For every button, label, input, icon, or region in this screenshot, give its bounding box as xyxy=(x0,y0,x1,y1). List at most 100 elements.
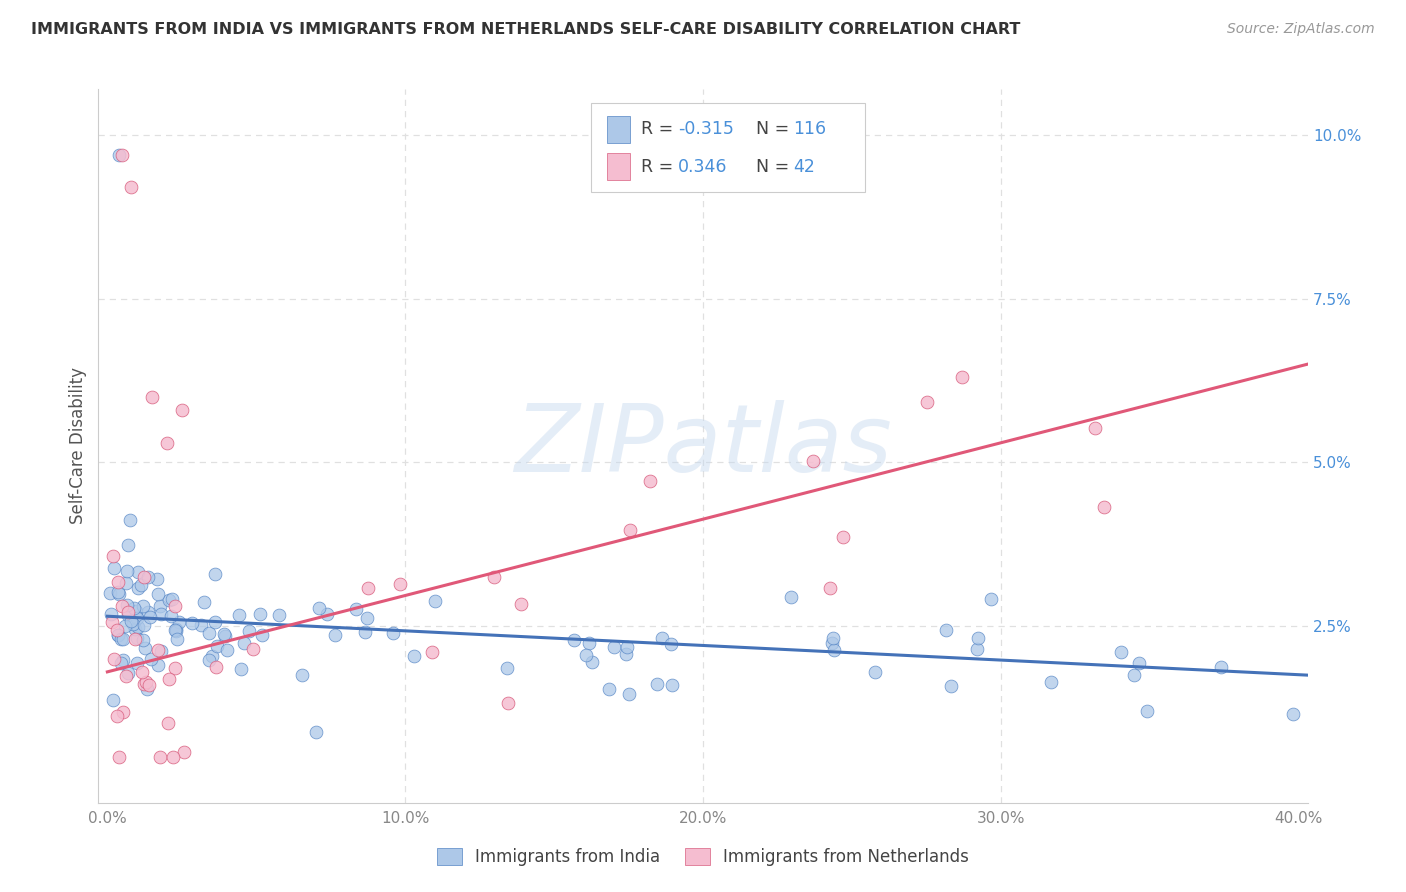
Point xyxy=(422,645,444,659)
Point xyxy=(1084,421,1107,435)
Point xyxy=(166,624,188,639)
Point xyxy=(163,599,186,614)
Point xyxy=(1109,645,1132,659)
Point xyxy=(110,632,132,647)
Point xyxy=(1281,707,1303,722)
Point xyxy=(108,587,131,601)
Point xyxy=(496,661,519,675)
Point xyxy=(165,622,187,636)
Point xyxy=(1040,675,1063,690)
Point xyxy=(939,679,962,693)
Point xyxy=(619,524,641,538)
Point xyxy=(108,147,131,161)
Point xyxy=(167,615,190,630)
Point xyxy=(823,642,845,657)
Legend: Immigrants from India, Immigrants from Netherlands: Immigrants from India, Immigrants from N… xyxy=(430,841,976,873)
Point xyxy=(249,607,271,622)
Point xyxy=(980,591,1002,606)
Text: Source: ZipAtlas.com: Source: ZipAtlas.com xyxy=(1227,22,1375,37)
Point xyxy=(100,607,122,621)
Point xyxy=(111,632,134,646)
Point xyxy=(132,632,155,647)
Point xyxy=(204,566,226,581)
Point xyxy=(197,653,219,667)
Point xyxy=(120,180,142,194)
Point xyxy=(127,656,149,670)
Point xyxy=(242,642,264,657)
Point xyxy=(214,629,236,643)
Point xyxy=(966,631,988,645)
Point xyxy=(110,657,132,671)
Point xyxy=(101,549,124,564)
Point xyxy=(165,623,187,637)
Point xyxy=(131,599,153,613)
Point xyxy=(129,578,152,592)
Point xyxy=(120,615,142,629)
Point xyxy=(166,632,188,646)
Point xyxy=(141,390,163,404)
Point xyxy=(820,582,842,596)
Point xyxy=(146,572,169,586)
Point xyxy=(308,600,330,615)
Point xyxy=(803,454,825,468)
Point xyxy=(118,513,141,527)
Point xyxy=(291,668,314,682)
Point xyxy=(134,570,156,584)
Point xyxy=(423,594,446,608)
Point xyxy=(510,597,533,611)
Point xyxy=(117,606,139,620)
Point xyxy=(127,582,149,596)
Point xyxy=(105,709,128,723)
Point xyxy=(950,370,973,384)
Point xyxy=(111,599,134,614)
Point xyxy=(162,750,184,764)
Point xyxy=(614,648,637,662)
Point xyxy=(124,632,146,647)
Point xyxy=(832,530,855,544)
Point xyxy=(204,615,226,629)
Point xyxy=(269,608,291,623)
Point xyxy=(201,648,224,663)
Point xyxy=(117,607,139,622)
Text: N =: N = xyxy=(756,120,796,138)
Point xyxy=(173,745,195,759)
Point xyxy=(114,669,136,683)
Point xyxy=(135,675,157,690)
Point xyxy=(131,665,153,680)
Point xyxy=(156,435,179,450)
Point xyxy=(117,665,139,680)
Point xyxy=(150,644,173,658)
Point xyxy=(114,619,136,633)
Point xyxy=(108,750,131,764)
Point xyxy=(581,655,603,669)
Point xyxy=(638,474,661,488)
Point xyxy=(250,628,273,642)
Point xyxy=(915,394,938,409)
Point xyxy=(231,662,253,676)
Point xyxy=(149,599,172,613)
Point xyxy=(105,624,128,638)
Point xyxy=(122,601,145,615)
Point xyxy=(127,631,149,645)
Point xyxy=(354,625,377,640)
Point xyxy=(193,594,215,608)
Point xyxy=(112,705,135,719)
Point xyxy=(103,561,125,575)
Point xyxy=(212,626,235,640)
Point xyxy=(578,636,600,650)
Point xyxy=(205,660,228,674)
Point xyxy=(125,611,148,625)
Text: 116: 116 xyxy=(793,120,827,138)
Point xyxy=(1136,704,1159,718)
Point xyxy=(132,617,155,632)
Point xyxy=(305,725,328,739)
Point xyxy=(381,626,404,640)
Point xyxy=(562,633,585,648)
Text: IMMIGRANTS FROM INDIA VS IMMIGRANTS FROM NETHERLANDS SELF-CARE DISABILITY CORREL: IMMIGRANTS FROM INDIA VS IMMIGRANTS FROM… xyxy=(31,22,1021,37)
Point xyxy=(482,570,505,584)
Point xyxy=(149,607,172,622)
Text: 42: 42 xyxy=(793,158,815,176)
Point xyxy=(217,643,239,657)
Point xyxy=(160,591,183,606)
Point xyxy=(124,622,146,636)
